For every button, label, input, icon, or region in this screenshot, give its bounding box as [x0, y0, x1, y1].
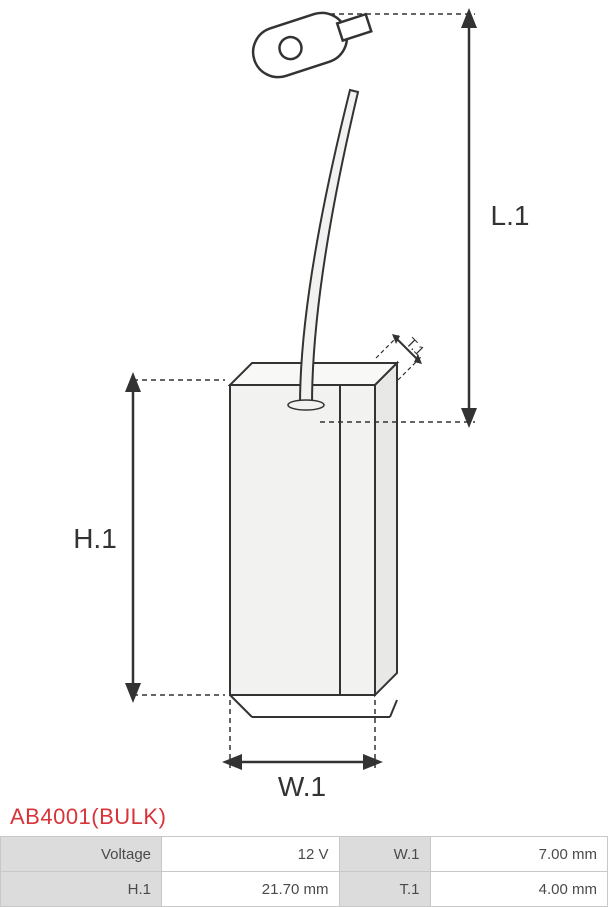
- brush-body: [230, 363, 397, 717]
- spec-value: 4.00 mm: [430, 872, 608, 907]
- spec-table: Voltage 12 V W.1 7.00 mm H.1 21.70 mm T.…: [0, 836, 608, 907]
- dimension-h1: H.1: [73, 372, 225, 703]
- label-h1: H.1: [73, 523, 117, 554]
- spec-label: Voltage: [1, 837, 162, 872]
- label-w1: W.1: [278, 771, 326, 800]
- terminal-connector: [247, 0, 377, 84]
- spec-value: 12 V: [162, 837, 340, 872]
- table-row: Voltage 12 V W.1 7.00 mm: [1, 837, 608, 872]
- page-container: H.1 W.1 L.1: [0, 0, 608, 907]
- spec-value: 7.00 mm: [430, 837, 608, 872]
- label-t1: T.1: [403, 334, 428, 359]
- dimension-w1: W.1: [222, 700, 383, 800]
- spec-label: W.1: [339, 837, 430, 872]
- spec-label: H.1: [1, 872, 162, 907]
- technical-diagram: H.1 W.1 L.1: [0, 0, 608, 800]
- spec-value: 21.70 mm: [162, 872, 340, 907]
- spec-label: T.1: [339, 872, 430, 907]
- table-row: H.1 21.70 mm T.1 4.00 mm: [1, 872, 608, 907]
- label-l1: L.1: [491, 200, 530, 231]
- product-title: AB4001(BULK): [0, 800, 608, 836]
